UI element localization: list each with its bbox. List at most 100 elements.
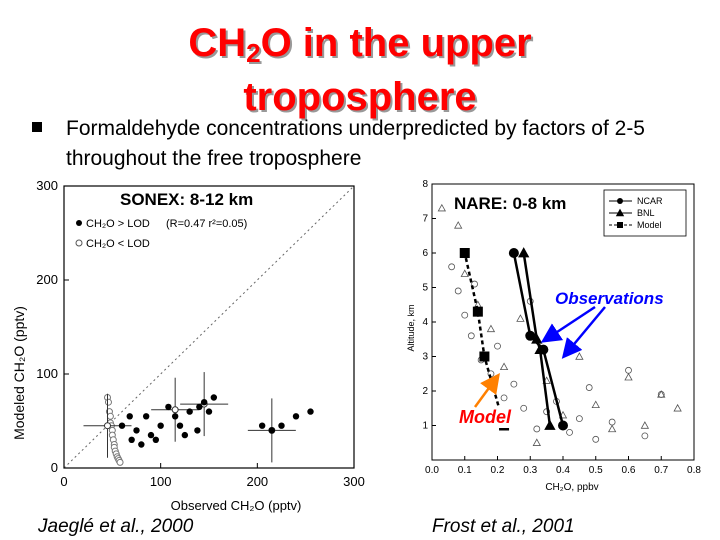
bnl-obs-point — [460, 269, 469, 277]
legend-label: Model — [637, 220, 662, 230]
above-lod-point — [165, 403, 172, 411]
mean-point — [171, 406, 179, 414]
bullet-point: Formaldehyde concentrations underpredict… — [32, 114, 692, 174]
above-lod-point — [196, 403, 203, 411]
legend-above-lod: CH₂O > LOD — [86, 218, 150, 230]
y-tick-label: 1 — [422, 421, 428, 432]
sonex-label: SONEX: 8-12 km — [118, 190, 256, 210]
ncar-obs-point — [471, 280, 478, 288]
ncar-obs-point — [585, 384, 593, 391]
x-tick-label: 0.6 — [622, 465, 636, 476]
bullet-text: Formaldehyde concentrations underpredict… — [66, 117, 645, 170]
below-lod-point — [104, 398, 112, 406]
slide-title-line1: CH2O in the upper — [0, 20, 720, 76]
model-profile-point — [459, 248, 470, 258]
above-lod-point — [133, 427, 140, 434]
above-lod-point — [118, 422, 126, 429]
ncar-profile-point — [558, 420, 568, 431]
x-tick-label: 0.8 — [687, 465, 701, 476]
model-annotation: Model — [457, 407, 513, 428]
legend-below-lod: CH₂O < LOD — [86, 238, 150, 250]
above-lod-point — [205, 408, 213, 415]
y-tick-label: 200 — [36, 272, 58, 287]
x-tick-label: 0.3 — [523, 465, 537, 476]
legend-open-marker-icon — [75, 239, 83, 247]
ncar-obs-point — [608, 418, 616, 426]
above-lod-point — [171, 413, 179, 420]
left-citation: Jaeglé et al., 2000 — [38, 516, 194, 537]
observations-annotation: Observations — [553, 289, 666, 309]
model-profile-point — [472, 306, 483, 317]
ncar-obs-point — [641, 432, 649, 440]
legend-above-lod-stats: (R=0.47 r²=0.05) — [166, 218, 247, 230]
ncar-obs-point — [566, 428, 573, 436]
y-axis-label: Modeled CH₂O (pptv) — [11, 306, 27, 440]
above-lod-point — [128, 436, 135, 443]
ncar-obs-point — [494, 342, 501, 350]
x-tick-label: 0.0 — [425, 465, 439, 476]
x-tick-label: 0.4 — [556, 465, 570, 476]
x-axis-label: Observed CH₂O (pptv) — [171, 498, 302, 513]
y-tick-label: 100 — [36, 366, 58, 381]
bnl-profile-point — [531, 333, 543, 344]
y-tick-label: 3 — [422, 352, 428, 363]
y-tick-label: 8 — [422, 179, 428, 190]
y-tick-label: 300 — [36, 178, 58, 193]
above-lod-point — [186, 408, 193, 415]
above-lod-point — [138, 441, 145, 448]
sonex-scatter-figure: Modeled CH₂O (pptv) Observed CH₂O (pptv)… — [6, 178, 378, 518]
x-tick-label: 0.7 — [654, 465, 668, 476]
y-tick-label: 6 — [422, 248, 428, 259]
bnl-obs-point — [607, 424, 617, 433]
above-lod-point — [147, 431, 155, 439]
x-tick-label: 0.2 — [491, 465, 505, 476]
title-subscript: 2 — [246, 38, 261, 68]
right-citation: Frost et al., 2001 — [432, 516, 575, 537]
mean-point — [104, 422, 111, 430]
y-tick-label: 4 — [422, 317, 428, 328]
bnl-obs-point — [624, 372, 633, 381]
bnl-obs-point — [532, 438, 541, 446]
plot-frame — [63, 185, 355, 469]
nare-profile-svg: Altitude, km CH₂O, ppbv 0.0 0.1 0.2 0.3 0.4 0… — [406, 179, 701, 493]
ncar-obs-point — [592, 435, 600, 443]
above-lod-point — [142, 413, 150, 420]
legend-bnl-icon — [615, 208, 625, 217]
slide-title-line2: troposphere — [243, 75, 477, 119]
above-lod-point — [194, 427, 201, 434]
ncar-profile-point — [525, 330, 536, 341]
above-lod-point — [210, 394, 218, 401]
below-lod-point — [116, 458, 124, 466]
bnl-obs-point — [454, 221, 463, 229]
bnl-obs-point — [437, 203, 447, 212]
sonex-scatter-svg: Modeled CH₂O (pptv) Observed CH₂O (pptv)… — [11, 178, 365, 513]
x-tick-label: 0.1 — [458, 465, 472, 476]
bnl-obs-point — [640, 421, 650, 429]
legend-filled-marker-icon — [76, 220, 82, 226]
bnl-obs-point — [591, 400, 600, 409]
legend-ncar-icon — [617, 198, 623, 204]
bnl-profile-line — [522, 252, 552, 426]
x-tick-label: 200 — [246, 474, 268, 489]
above-lod-point — [258, 422, 266, 429]
above-lod-point — [152, 436, 160, 443]
nare-profile-figure: Altitude, km CH₂O, ppbv 0.0 0.1 0.2 0.3 0.4 0… — [392, 178, 704, 498]
ncar-obs-point — [454, 287, 462, 295]
x-tick-label: 0.5 — [589, 465, 603, 476]
ncar-profile-point — [508, 248, 519, 258]
y-tick-label: 5 — [422, 283, 428, 294]
above-lod-point — [176, 422, 184, 429]
above-lod-point — [157, 422, 164, 429]
above-lod-point — [278, 422, 285, 429]
above-lod-point — [268, 427, 276, 434]
bnl-obs-point — [575, 352, 584, 360]
y-axis-label: Altitude, km — [406, 304, 416, 351]
nare-label: NARE: 0-8 km — [452, 194, 569, 214]
title-part: O in the upper — [260, 21, 532, 65]
bnl-profile-point — [518, 247, 530, 258]
bnl-obs-point — [673, 403, 682, 412]
bnl-obs-point — [486, 324, 496, 333]
above-lod-point — [307, 408, 314, 415]
model-profile-point — [479, 351, 490, 362]
bnl-obs-point — [516, 314, 525, 322]
